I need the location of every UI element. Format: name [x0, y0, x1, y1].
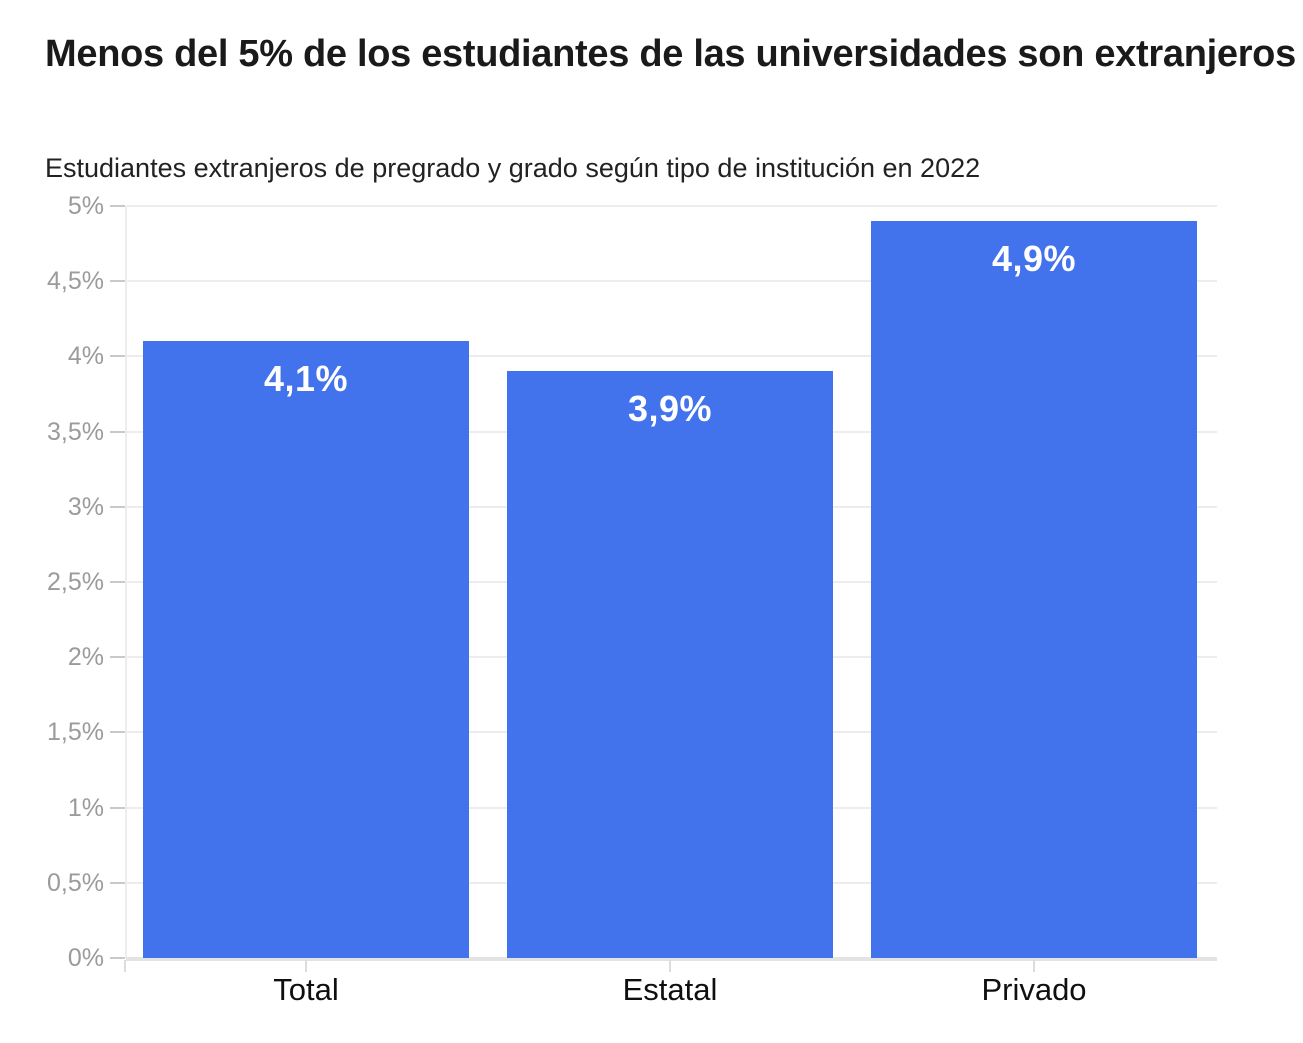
y-gridline — [126, 280, 1217, 282]
x-tick-mark — [669, 960, 671, 972]
y-axis-label: 2% — [67, 643, 104, 671]
x-axis-label: Estatal — [622, 972, 718, 1007]
y-tick-mark — [110, 355, 125, 357]
x-tick-mark — [124, 960, 126, 972]
x-tick-mark — [1033, 960, 1035, 972]
y-tick-mark — [110, 506, 125, 508]
y-axis-label: 2,5% — [47, 568, 104, 596]
y-tick-mark — [110, 581, 125, 583]
y-tick-mark — [110, 807, 125, 809]
y-gridline — [126, 205, 1217, 207]
x-tick-mark — [305, 960, 307, 972]
bar-value-label: 3,9% — [627, 388, 713, 429]
y-axis-label: 1,5% — [47, 718, 104, 746]
y-tick-mark — [110, 731, 125, 733]
bar-total — [143, 341, 469, 958]
x-axis-label: Total — [273, 972, 339, 1007]
y-axis-label: 0% — [67, 944, 104, 972]
y-axis-label: 3% — [67, 493, 104, 521]
x-axis-label: Privado — [981, 972, 1087, 1007]
y-tick-mark — [110, 656, 125, 658]
y-gridline — [126, 355, 1217, 357]
y-tick-mark — [110, 205, 125, 207]
y-axis-label: 4,5% — [47, 267, 104, 295]
y-tick-mark — [110, 280, 125, 282]
bar-privado — [871, 221, 1197, 958]
x-axis-baseline — [126, 957, 1217, 961]
y-axis-label: 3,5% — [47, 418, 104, 446]
chart-subtitle: Estudiantes extranjeros de pregrado y gr… — [45, 153, 981, 183]
bar-estatal — [507, 371, 833, 958]
y-axis-label: 1% — [67, 794, 104, 822]
y-axis-label: 0,5% — [47, 869, 104, 897]
y-tick-mark — [110, 882, 125, 884]
y-axis-label: 4% — [67, 342, 104, 370]
y-tick-mark — [110, 431, 125, 433]
y-axis-label: 5% — [67, 192, 104, 220]
chart-title: Menos del 5% de los estudiantes de las u… — [45, 33, 1296, 76]
bar-value-label: 4,1% — [263, 358, 349, 399]
y-tick-mark — [110, 957, 125, 959]
bar-value-label: 4,9% — [991, 238, 1077, 279]
